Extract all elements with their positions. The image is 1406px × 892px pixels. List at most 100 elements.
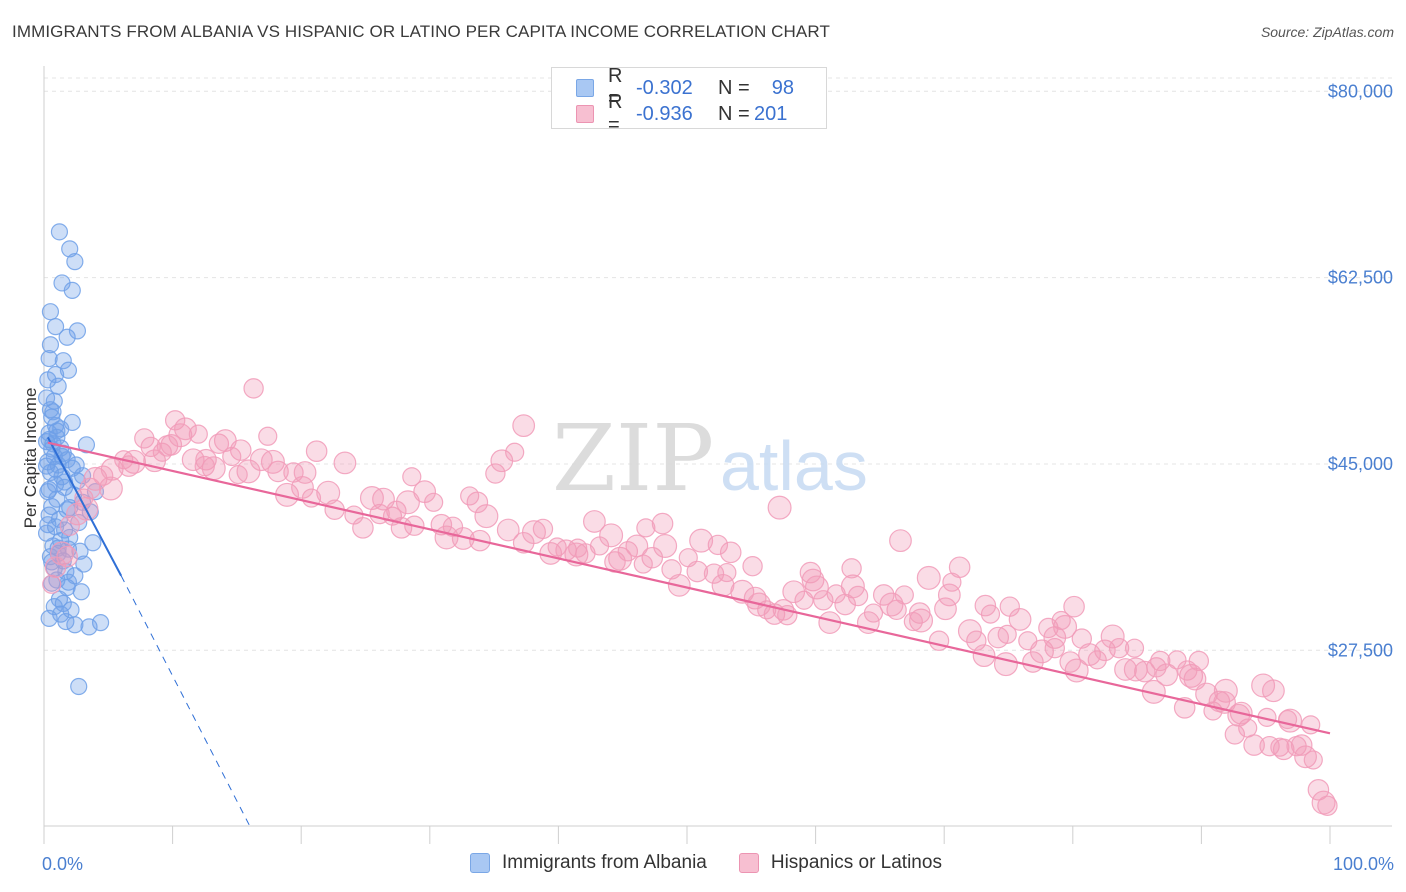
- point-hispanic-206: [56, 545, 78, 568]
- legend-item-hispanic: Hispanics or Latinos: [738, 852, 942, 874]
- tick-labels: $27,500 $45,000 $62,500 $80,000 0.0% 100.0%: [42, 81, 1394, 874]
- point-hispanic-140: [1124, 638, 1145, 658]
- point-albania-56: [71, 542, 89, 560]
- point-hispanic-107: [879, 592, 904, 617]
- point-hispanic-202: [909, 608, 934, 633]
- point-hispanic-177: [1123, 657, 1148, 682]
- point-hispanic-106: [872, 584, 895, 606]
- point-hispanic-78: [661, 559, 682, 580]
- point-albania-6: [46, 318, 65, 336]
- point-hispanic-159: [1262, 679, 1285, 703]
- point-albania-11: [54, 352, 72, 370]
- point-hispanic-86: [719, 541, 742, 564]
- point-hispanic-166: [1307, 778, 1330, 801]
- point-albania-25: [77, 436, 96, 454]
- point-hispanic-25: [222, 446, 242, 467]
- point-hispanic-47: [395, 490, 420, 515]
- point-hispanic-169: [512, 414, 536, 438]
- y-axis-label: Per Capita Income: [21, 388, 40, 529]
- legend-label-hispanic: Hispanics or Latinos: [770, 852, 942, 873]
- point-albania-74: [57, 612, 75, 631]
- point-hispanic-88: [742, 555, 763, 577]
- point-hispanic-161: [1272, 738, 1295, 761]
- point-hispanic-28: [243, 378, 264, 399]
- point-hispanic-181: [1290, 734, 1313, 756]
- point-hispanic-69: [583, 510, 606, 533]
- point-hispanic-42: [359, 486, 384, 511]
- y-tick-label-0: $27,500: [1328, 640, 1393, 660]
- n-label: N =: [718, 102, 750, 125]
- point-hispanic-61: [512, 531, 535, 554]
- point-albania-0: [50, 223, 69, 241]
- chart-title: IMMIGRANTS FROM ALBANIA VS HISPANIC OR L…: [12, 22, 830, 41]
- point-hispanic-75: [636, 518, 656, 538]
- point-albania-8: [58, 328, 76, 346]
- point-hispanic-105: [863, 603, 884, 623]
- watermark: ZIP atlas: [552, 405, 868, 512]
- point-albania-97: [45, 392, 63, 410]
- point-hispanic-124: [1008, 608, 1032, 631]
- point-hispanic-146: [1173, 697, 1196, 719]
- legend-swatch-hispanic: [576, 105, 594, 123]
- point-hispanic-183: [194, 455, 215, 477]
- x-tick-label-1: 100.0%: [1333, 854, 1394, 874]
- point-hispanic-157: [1251, 673, 1276, 698]
- point-hispanic-165: [1303, 750, 1323, 770]
- point-hispanic-82: [689, 528, 714, 553]
- point-hispanic-30: [258, 426, 278, 446]
- point-hispanic-168: [1317, 795, 1338, 816]
- point-albania-10: [40, 349, 58, 368]
- point-hispanic-188: [707, 534, 729, 556]
- point-hispanic-26: [229, 439, 252, 461]
- point-hispanic-63: [532, 518, 554, 540]
- point-hispanic-9: [100, 457, 124, 481]
- point-hispanic-170: [568, 538, 588, 558]
- point-hispanic-189: [801, 568, 825, 592]
- series-legend: Immigrants from Albania Hispanics or Lat…: [470, 852, 974, 874]
- point-albania-12: [59, 361, 78, 379]
- point-hispanic-184: [291, 475, 314, 499]
- n-label: N =: [718, 76, 750, 99]
- point-hispanic-144: [1155, 663, 1179, 687]
- point-hispanic-112: [916, 565, 941, 590]
- point-hispanic-114: [934, 597, 957, 621]
- point-hispanic-187: [599, 523, 624, 548]
- point-hispanic-102: [840, 574, 865, 599]
- point-hispanic-39: [333, 451, 357, 475]
- series-immigrants-from-albania: [37, 223, 110, 696]
- point-hispanic-203: [1044, 637, 1065, 659]
- point-hispanic-133: [1071, 628, 1093, 649]
- point-hispanic-19: [181, 448, 205, 472]
- point-hispanic-117: [957, 619, 982, 644]
- y-tick-label-2: $62,500: [1328, 268, 1393, 288]
- point-hispanic-81: [686, 560, 709, 583]
- point-albania-82: [37, 457, 56, 475]
- watermark-atlas: atlas: [720, 427, 868, 505]
- point-hispanic-85: [717, 562, 737, 583]
- n-value: 98: [771, 76, 794, 99]
- point-albania-85: [40, 480, 58, 499]
- point-hispanic-103: [847, 585, 869, 607]
- point-albania-87: [43, 408, 61, 426]
- correlation-legend: R = -0.302 N = 98 R = -0.936 N = 201: [551, 65, 827, 136]
- point-albania-7: [68, 322, 87, 340]
- point-hispanic-60: [505, 442, 525, 462]
- point-albania-1: [61, 240, 79, 258]
- point-hispanic-158: [1259, 735, 1280, 757]
- point-hispanic-197: [260, 449, 285, 474]
- point-hispanic-208: [134, 428, 155, 449]
- point-hispanic-77: [653, 533, 678, 558]
- point-hispanic-74: [625, 534, 649, 558]
- point-hispanic-192: [1053, 614, 1078, 639]
- legend-row-hispanic: R = -0.936 N = 201: [576, 91, 794, 136]
- point-hispanic-109: [889, 529, 912, 553]
- point-hispanic-57: [474, 504, 499, 529]
- point-hispanic-116: [948, 556, 971, 579]
- legend-row-albania: R = -0.302 N = 98: [576, 65, 794, 110]
- point-hispanic-139: [1114, 658, 1137, 681]
- point-hispanic-58: [485, 463, 506, 484]
- point-albania-84: [55, 473, 74, 491]
- point-hispanic-171: [651, 512, 674, 535]
- y-tick-label-1: $45,000: [1328, 454, 1393, 474]
- y-tick-label-3: $80,000: [1328, 81, 1393, 101]
